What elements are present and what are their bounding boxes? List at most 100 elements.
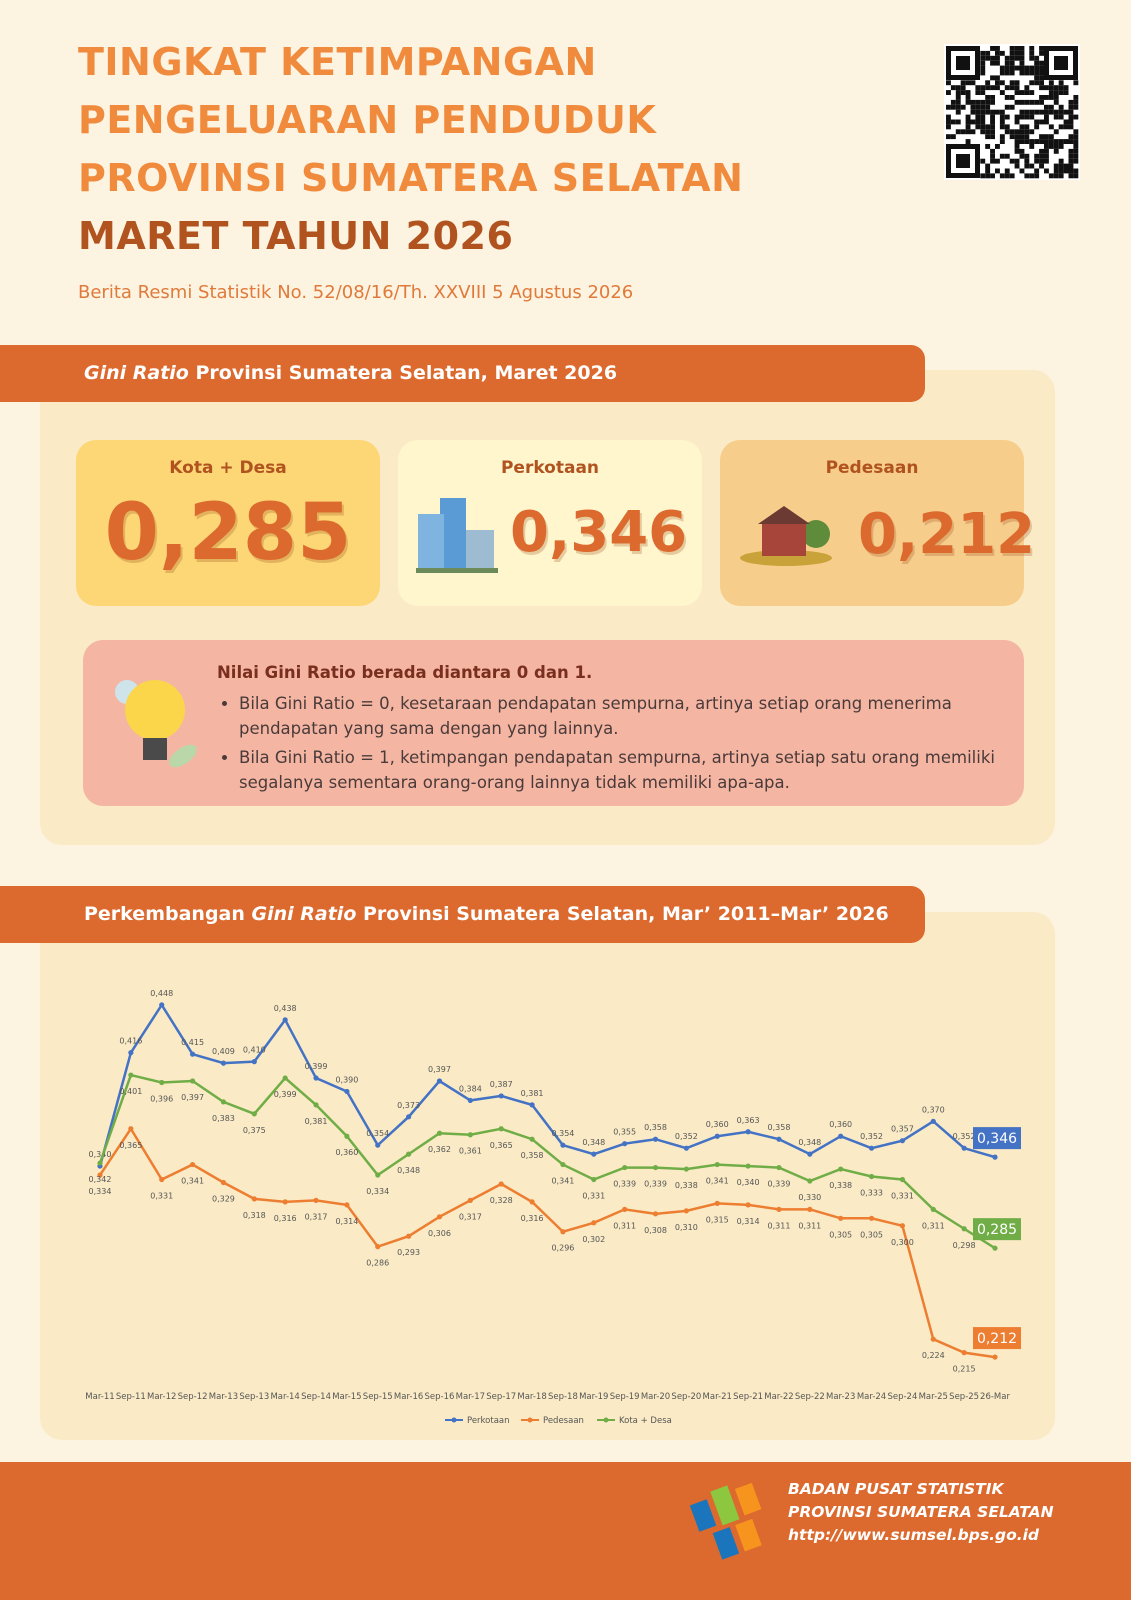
card-label: Pedesaan: [825, 458, 919, 478]
point: [251, 1111, 257, 1117]
qr-cell: [1058, 139, 1064, 144]
qr-cell: [1004, 85, 1010, 91]
qr-cell: [1019, 65, 1025, 71]
qr-cell: [1004, 65, 1010, 71]
x-tick-label: Mar-14: [270, 1392, 299, 1402]
x-tick-label: Sep-18: [548, 1392, 578, 1402]
x-tick-label: Mar-22: [764, 1392, 793, 1402]
qr-cell: [950, 85, 956, 91]
value-label: 0,399: [274, 1090, 297, 1099]
point: [189, 1051, 196, 1057]
point: [992, 1354, 998, 1360]
qr-cell: [980, 65, 986, 71]
qr-cell: [1034, 80, 1040, 86]
point: [776, 1164, 782, 1171]
qr-cell: [1019, 90, 1025, 95]
qr-cell: [1058, 144, 1064, 149]
point: [683, 1208, 689, 1214]
qr-cell: [1044, 114, 1049, 120]
x-tick-label: Sep-16: [425, 1392, 455, 1402]
qr-cell: [999, 109, 1005, 115]
qr-cell: [995, 168, 1000, 174]
qr-cell: [1029, 55, 1035, 61]
value-label: 0,300: [891, 1238, 914, 1247]
qr-cell: [965, 139, 971, 144]
qr-cell: [975, 124, 981, 130]
value-label: 0,354: [551, 1129, 574, 1138]
point: [591, 1176, 597, 1183]
footer-line: http://www.sumsel.bps.go.id: [788, 1526, 1040, 1544]
footer-line: PROVINSI SUMATERA SELATAN: [788, 1503, 1054, 1521]
point: [652, 1136, 659, 1142]
point: [838, 1133, 844, 1139]
qr-cell: [1058, 90, 1064, 95]
value-label: 0,363: [737, 1116, 760, 1125]
qr-cell: [1019, 148, 1025, 154]
qr-cell: [999, 114, 1005, 120]
value-label: 0,318: [243, 1211, 266, 1220]
point: [622, 1141, 628, 1147]
point: [930, 1118, 936, 1124]
qr-cell: [1009, 46, 1015, 51]
point: [776, 1206, 782, 1212]
qr-cell: [1024, 124, 1030, 130]
value-label: 0,381: [521, 1089, 544, 1098]
value-label: 0,438: [274, 1004, 297, 1013]
qr-cell: [1073, 158, 1079, 164]
value-label: 0,373: [397, 1101, 420, 1110]
qr-cell: [1004, 173, 1010, 179]
qr-cell: [980, 104, 986, 110]
point: [498, 1093, 504, 1099]
qr-cell: [1024, 65, 1030, 71]
qr-cell: [995, 75, 1000, 81]
qr-cell: [1029, 109, 1035, 115]
qr-cell: [1004, 114, 1010, 120]
info-box: Nilai Gini Ratio berada diantara 0 dan 1…: [83, 640, 1024, 806]
point: [560, 1229, 566, 1235]
qr-cell: [1039, 134, 1044, 140]
value-label: 0,357: [891, 1125, 914, 1134]
qr-cell: [1039, 163, 1044, 169]
point: [652, 1211, 659, 1217]
qr-cell: [1004, 153, 1010, 159]
qr-cell: [1048, 139, 1054, 144]
value-label: 0,370: [922, 1105, 945, 1114]
x-tick-label: Sep-15: [363, 1392, 393, 1402]
value-label: 0,381: [305, 1117, 328, 1126]
point: [683, 1145, 689, 1151]
qr-cell: [1004, 129, 1010, 135]
point: [251, 1059, 257, 1065]
qr-cell: [955, 85, 961, 91]
qr-cell: [1068, 134, 1074, 140]
qr-cell: [970, 104, 976, 110]
footer-line: BADAN PUSAT STATISTIK: [788, 1480, 1004, 1498]
qr-cell: [975, 104, 981, 110]
qr-cell: [1034, 173, 1040, 179]
qr-cell: [1048, 173, 1054, 179]
qr-cell: [1004, 168, 1010, 174]
x-tick-label: Mar-19: [579, 1392, 608, 1402]
value-label: 0,328: [490, 1196, 513, 1205]
qr-cell: [1073, 134, 1079, 140]
point: [436, 1214, 443, 1220]
qr-cell: [1044, 153, 1049, 159]
value-label: 0,360: [335, 1148, 358, 1157]
qr-cell: [1039, 46, 1044, 51]
value-label: 0,330: [798, 1193, 821, 1202]
qr-cell: [980, 90, 986, 95]
point: [467, 1132, 473, 1138]
point: [344, 1133, 350, 1139]
qr-cell: [995, 55, 1000, 61]
value-label: 0,340: [737, 1178, 760, 1187]
point: [375, 1172, 381, 1178]
point: [652, 1164, 659, 1171]
qr-cell: [1009, 70, 1015, 76]
qr-cell: [946, 80, 951, 86]
qr-cell: [1048, 124, 1054, 130]
x-tick-label: Sep-12: [178, 1392, 208, 1402]
qr-cell: [1044, 168, 1049, 174]
value-label: 0,341: [181, 1177, 204, 1186]
qr-cell: [1039, 65, 1044, 71]
qr-cell: [1044, 144, 1049, 149]
value-label: 0,352: [860, 1132, 883, 1141]
